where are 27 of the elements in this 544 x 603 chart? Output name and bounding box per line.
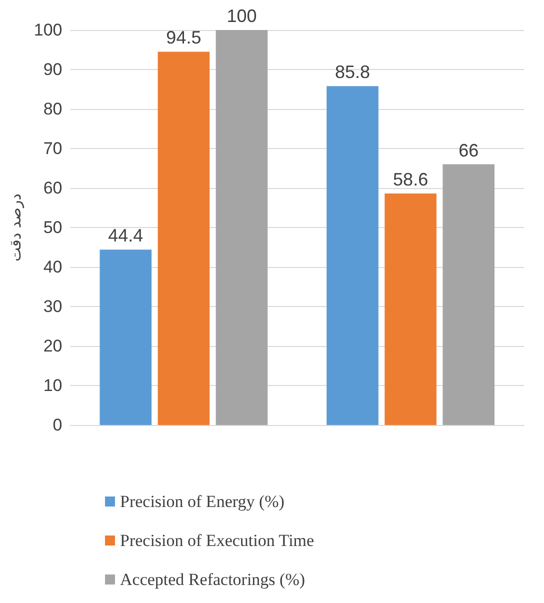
y-tick-label: 80	[43, 100, 62, 118]
y-tick-label: 100	[34, 20, 62, 40]
bar	[100, 250, 152, 425]
data-label: 100	[226, 6, 257, 26]
y-tick-label: 50	[43, 218, 62, 237]
y-tick-label: 20	[43, 336, 62, 356]
y-tick-label: 90	[43, 60, 62, 79]
data-label: 94.5	[166, 28, 202, 48]
data-label: 85.8	[335, 62, 370, 82]
y-tick-label: 30	[43, 297, 62, 316]
bar	[384, 194, 436, 425]
data-label: 58.6	[393, 170, 428, 190]
bar	[216, 30, 268, 425]
legend-label: Precision of Energy (%)	[120, 492, 284, 511]
y-tick-label: 40	[43, 258, 62, 276]
data-label: 44.4	[108, 226, 144, 246]
y-axis-title: درصد دقت	[6, 194, 24, 262]
y-tick-label: 10	[43, 376, 62, 395]
bar	[158, 52, 210, 425]
bar	[326, 86, 378, 425]
y-tick-label: 60	[43, 178, 62, 198]
y-tick-label: 0	[52, 416, 62, 434]
y-tick-label: 70	[43, 139, 62, 158]
legend-label: Precision of Execution Time	[120, 531, 314, 550]
legend-label: Accepted Refactorings (%)	[120, 570, 306, 589]
data-label: 66	[458, 140, 479, 160]
bar	[442, 164, 495, 425]
